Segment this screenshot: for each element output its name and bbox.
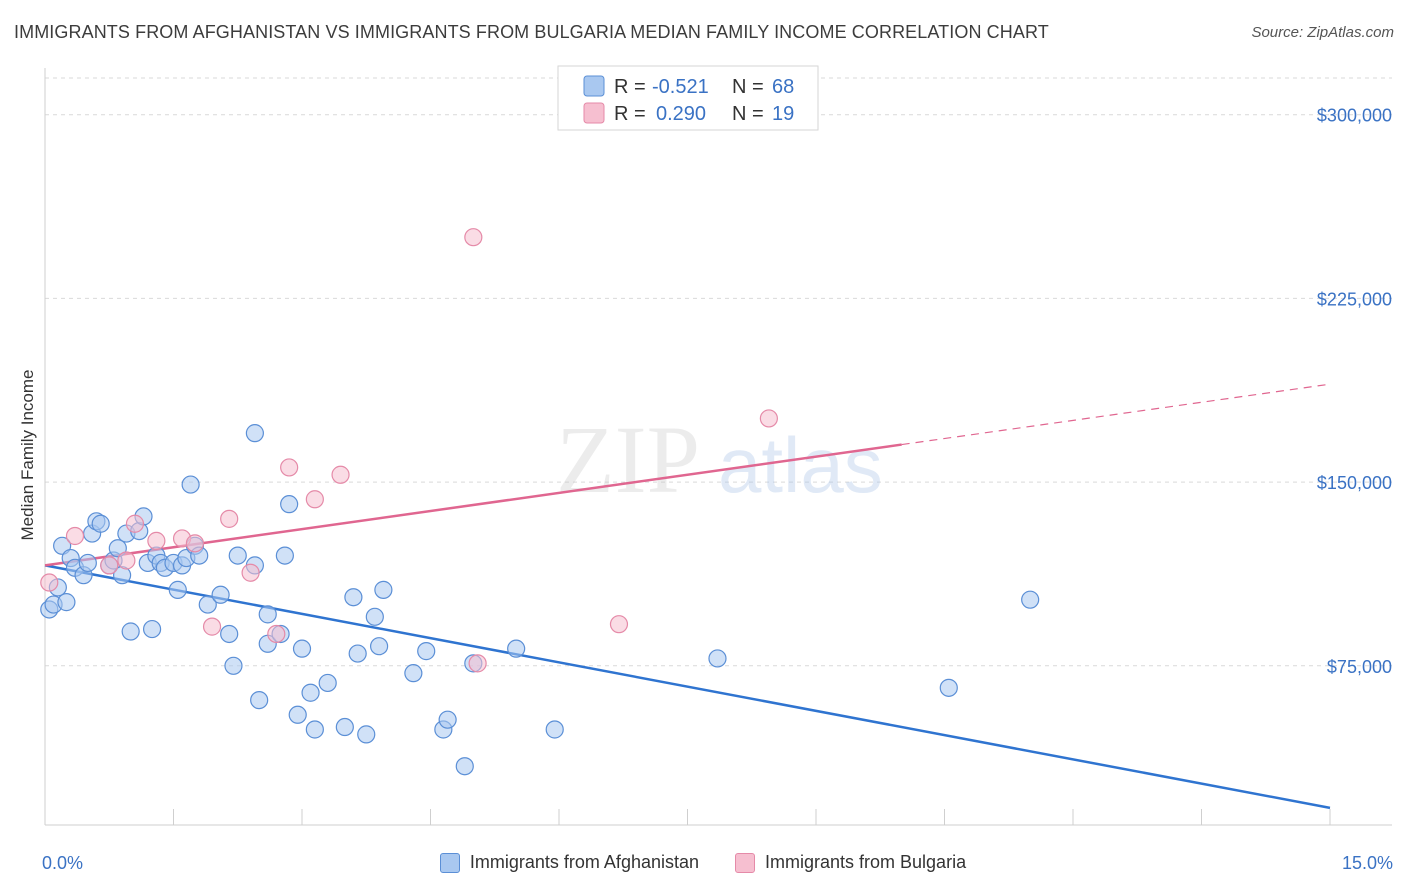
afghanistan-point-39 [250,690,269,710]
afghanistan-point-35 [224,656,243,675]
afghanistan-point-8 [78,553,97,573]
afghanistan-point-58 [417,642,436,661]
bulgaria-point-10 [241,563,260,582]
legend-swatch-afghanistan-bottom [439,852,460,873]
watermark-atlas: atlas [718,421,883,509]
series-legend: Immigrants from Afghanistan Immigrants f… [0,852,1406,873]
bulgaria-point-0 [40,573,59,592]
axes [44,68,1392,826]
afghanistan-point-45 [288,705,307,724]
bulgaria-point-4 [125,514,145,533]
afghanistan-point-66 [939,678,958,697]
legend-r-value-afghanistan: -0.521 [652,76,709,98]
legend-label-afghanistan: Immigrants from Afghanistan [469,852,700,872]
bulgaria-point-12 [280,458,299,477]
legend-r-label-afghanistan: R = [614,76,646,98]
legend: R = -0.521 N = 68 R = 0.290 N = 19 [557,65,819,131]
afghanistan-point-51 [344,588,363,607]
afghanistan-point-43 [275,546,294,565]
afghanistan-point-48 [305,720,324,739]
afghanistan-point-21 [142,619,162,639]
legend-swatch-bulgaria [583,102,605,124]
bulgaria-point-11 [267,624,286,644]
bulgaria-point-3 [117,551,136,570]
bulgaria-point-8 [202,617,222,636]
afghanistan-point-56 [374,580,393,599]
tick-labels: $75,000 $150,000 $225,000 $300,000 0.0% 15.0% [42,106,1393,873]
bulgaria-point-17 [609,615,629,634]
afghanistan-point-47 [301,683,320,702]
x-tick-label: 15.0% [1342,853,1393,873]
afghanistan-point-38 [245,424,264,443]
bulgaria-point-2 [100,556,119,575]
afghanistan-point-65 [708,649,727,668]
afghanistan-point-33 [211,585,230,604]
y-tick-label: $225,000 [1317,289,1392,309]
afghanistan-point-4 [57,593,76,612]
bulgaria-point-15 [468,654,487,673]
legend-r-value-bulgaria: 0.290 [656,103,706,125]
legend-item-afghanistan: Immigrants from Afghanistan [439,852,700,873]
legend-item-bulgaria: Immigrants from Bulgaria [735,852,966,873]
bulgaria-point-9 [220,509,239,528]
afghanistan-point-44 [280,495,299,514]
afghanistan-point-61 [455,757,474,776]
afghanistan-point-29 [181,475,200,494]
bulgaria-point-1 [65,526,85,546]
bulgaria-point-18 [759,409,778,428]
afghanistan-point-34 [220,624,239,644]
bulgaria-point-5 [147,531,166,550]
afghanistan-point-63 [507,639,526,658]
legend-n-label-afghanistan: N = [732,76,764,98]
afghanistan-point-57 [404,664,423,683]
bulgaria-point-14 [331,465,350,484]
watermark: ZIP atlas [556,406,883,513]
afghanistan-point-67 [1021,590,1040,609]
afghanistan-point-52 [348,644,367,663]
afghanistan-point-36 [228,546,247,565]
chart-title: IMMIGRANTS FROM AFGHANISTAN VS IMMIGRANT… [14,22,1049,42]
afghanistan-point-49 [318,673,337,693]
source-credit: Source: ZipAtlas.com [1251,24,1394,41]
data-points [40,228,1040,776]
afghanistan-point-55 [370,637,389,656]
x-tick-label: 0.0% [42,853,83,873]
afghanistan-point-26 [168,580,187,599]
legend-swatch-bulgaria-bottom [735,852,756,873]
afghanistan-point-60 [438,710,457,729]
afghanistan-point-64 [545,720,564,739]
watermark-zip: ZIP [556,406,700,513]
legend-n-label-bulgaria: N = [732,103,764,125]
y-tick-label: $300,000 [1317,106,1392,126]
legend-n-value-afghanistan: 68 [772,76,794,98]
afghanistan-point-53 [357,725,376,744]
legend-label-bulgaria: Immigrants from Bulgaria [765,852,967,872]
bulgaria-point-16 [464,228,483,247]
afghanistan-point-54 [365,607,384,626]
y-tick-label: $150,000 [1317,473,1392,493]
afghanistan-point-11 [91,514,110,533]
y-tick-label: $75,000 [1327,657,1392,677]
afghanistan-point-50 [335,717,354,737]
afghanistan-point-32 [198,595,217,614]
legend-swatch-afghanistan [583,75,605,97]
y-axis-label: Median Family Income [18,369,37,540]
trend-line-1-dashed [901,383,1331,446]
legend-r-label-bulgaria: R = [614,103,646,125]
bulgaria-point-13 [305,490,324,509]
afghanistan-point-40 [258,605,277,624]
legend-n-value-bulgaria: 19 [772,103,794,125]
bulgaria-point-7 [185,534,205,553]
trend-line-0 [44,564,1331,810]
afghanistan-point-17 [121,622,140,641]
afghanistan-point-46 [292,639,312,658]
